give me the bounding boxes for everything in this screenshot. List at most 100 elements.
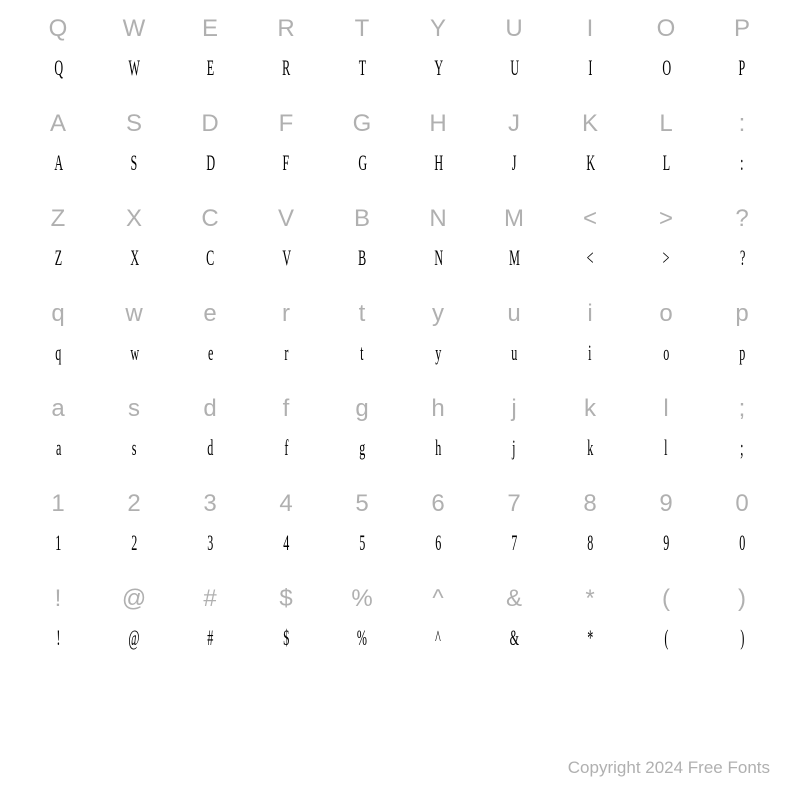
charmap-cell: ?? (704, 200, 780, 295)
reference-char: Y (430, 10, 446, 48)
reference-char: W (123, 10, 146, 48)
charmap-cell: ff (248, 390, 324, 485)
font-glyph: ; (741, 428, 744, 468)
charmap-cell: ## (172, 580, 248, 675)
charmap-cell: 88 (552, 485, 628, 580)
charmap-cell: JJ (476, 105, 552, 200)
reference-char: H (429, 105, 446, 143)
font-glyph: G (358, 143, 366, 183)
reference-char: K (582, 105, 598, 143)
font-glyph: R (282, 48, 290, 88)
reference-char: A (50, 105, 66, 143)
reference-char: J (508, 105, 520, 143)
charmap-cell: ww (96, 295, 172, 390)
reference-char: d (203, 390, 216, 428)
charmap-cell: aa (20, 390, 96, 485)
charmap-cell: AA (20, 105, 96, 200)
font-glyph: Y (434, 48, 442, 88)
charmap-cell: << (552, 200, 628, 295)
reference-char: j (511, 390, 516, 428)
charmap-cell: ;; (704, 390, 780, 485)
reference-char: 1 (51, 485, 64, 523)
reference-char: 8 (583, 485, 596, 523)
reference-char: # (203, 580, 216, 618)
charmap-cell: VV (248, 200, 324, 295)
font-glyph: y (435, 333, 441, 373)
font-glyph: N (434, 238, 442, 278)
charmap-cell: rr (248, 295, 324, 390)
font-glyph: 5 (359, 523, 365, 563)
reference-char: D (201, 105, 218, 143)
charmap-cell: oo (628, 295, 704, 390)
font-glyph: 1 (55, 523, 61, 563)
font-glyph: d (207, 428, 213, 468)
reference-char: & (506, 580, 522, 618)
font-glyph: T (359, 48, 366, 88)
font-glyph: & (510, 618, 519, 658)
font-glyph: ) (740, 618, 743, 658)
font-glyph: E (207, 48, 214, 88)
font-glyph: C (206, 238, 214, 278)
font-glyph: 3 (207, 523, 213, 563)
charmap-cell: MM (476, 200, 552, 295)
reference-char: : (739, 105, 746, 143)
charmap-cell: CC (172, 200, 248, 295)
reference-char: B (354, 200, 370, 238)
charmap-cell: >> (628, 200, 704, 295)
font-glyph: s (132, 428, 136, 468)
charmap-cell: UU (476, 10, 552, 105)
reference-char: V (278, 200, 294, 238)
font-glyph: 7 (511, 523, 517, 563)
reference-char: a (51, 390, 64, 428)
reference-char: % (351, 580, 372, 618)
charmap-cell: EE (172, 10, 248, 105)
font-glyph: 2 (131, 523, 137, 563)
font-glyph: B (358, 238, 366, 278)
reference-char: @ (122, 580, 146, 618)
charmap-cell: :: (704, 105, 780, 200)
copyright-footer: Copyright 2024 Free Fonts (568, 758, 770, 778)
charmap-cell: WW (96, 10, 172, 105)
reference-char: o (659, 295, 672, 333)
reference-char: 7 (507, 485, 520, 523)
reference-char: < (583, 200, 597, 238)
font-glyph: V (282, 238, 290, 278)
charmap-cell: uu (476, 295, 552, 390)
reference-char: e (203, 295, 216, 333)
reference-char: $ (279, 580, 292, 618)
font-glyph: ( (664, 618, 667, 658)
font-glyph: : (741, 143, 744, 183)
reference-char: R (277, 10, 294, 48)
font-glyph: p (739, 333, 745, 373)
font-glyph: 9 (663, 523, 669, 563)
reference-char: 3 (203, 485, 216, 523)
font-glyph: r (284, 333, 287, 373)
font-glyph: a (56, 428, 61, 468)
font-glyph: e (208, 333, 213, 373)
font-glyph: S (131, 143, 137, 183)
reference-char: f (283, 390, 290, 428)
reference-char: 2 (127, 485, 140, 523)
charmap-cell: SS (96, 105, 172, 200)
charmap-cell: 99 (628, 485, 704, 580)
reference-char: F (279, 105, 294, 143)
reference-char: ^ (432, 580, 443, 618)
font-glyph: f (284, 428, 287, 468)
font-glyph: j (513, 428, 516, 468)
font-glyph: ^ (435, 618, 440, 658)
font-glyph: ? (740, 238, 745, 278)
charmap-cell: KK (552, 105, 628, 200)
font-glyph: D (206, 143, 214, 183)
reference-char: 6 (431, 485, 444, 523)
font-glyph: L (663, 143, 670, 183)
font-glyph: h (435, 428, 441, 468)
font-glyph: X (130, 238, 138, 278)
font-glyph: 0 (739, 523, 745, 563)
reference-char: t (359, 295, 366, 333)
font-glyph: 4 (283, 523, 289, 563)
reference-char: u (507, 295, 520, 333)
reference-char: ; (739, 390, 746, 428)
charmap-cell: ee (172, 295, 248, 390)
font-glyph: < (587, 238, 593, 278)
charmap-cell: RR (248, 10, 324, 105)
